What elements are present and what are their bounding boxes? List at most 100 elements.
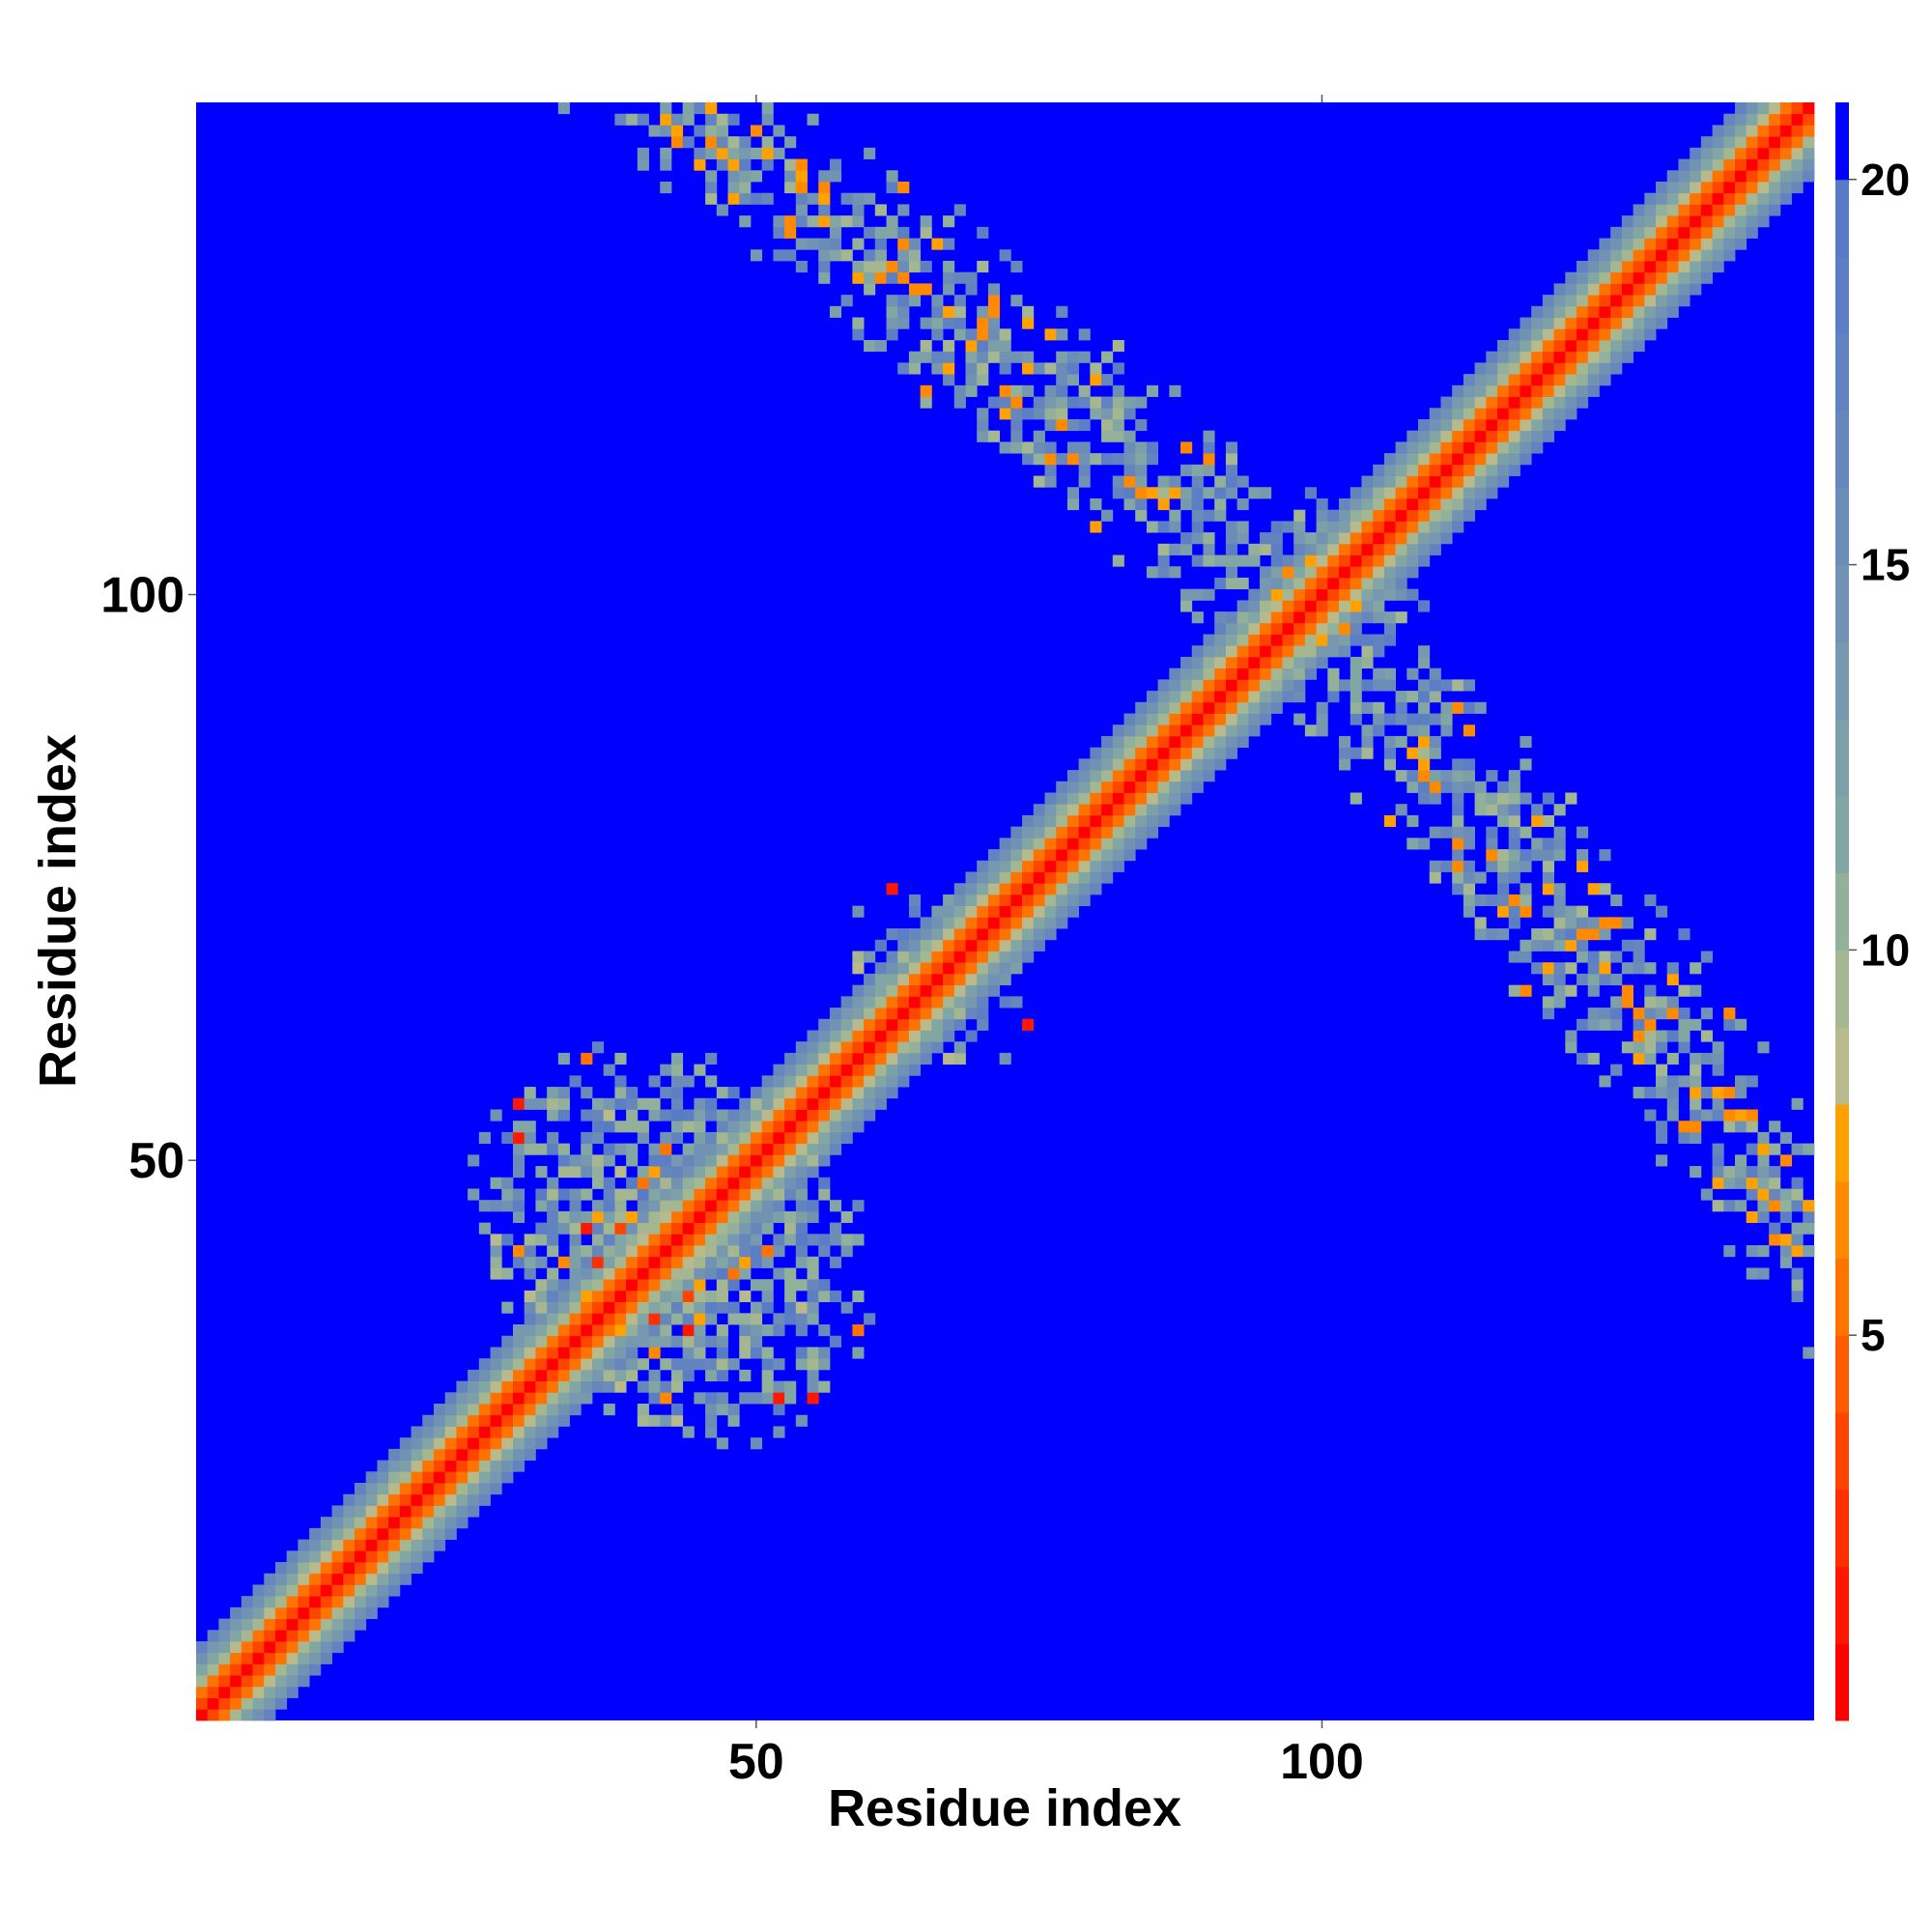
heatmap-cell [1304, 532, 1318, 545]
heatmap-cell [1022, 1018, 1035, 1031]
heatmap-cell [716, 1358, 728, 1371]
heatmap-cell [784, 158, 797, 171]
heatmap-cell [1474, 396, 1487, 409]
heatmap-cell [490, 1448, 502, 1461]
heatmap-cell [795, 1143, 808, 1155]
heatmap-cell [1779, 147, 1792, 159]
heatmap-cell [626, 1234, 639, 1246]
heatmap-cell [1135, 758, 1148, 771]
heatmap-cell [1350, 497, 1362, 511]
heatmap-cell [512, 1460, 526, 1472]
heatmap-cell [1463, 701, 1475, 714]
heatmap-cell [286, 1618, 298, 1631]
heatmap-cell [388, 1471, 401, 1484]
heatmap-cell [1395, 441, 1407, 454]
heatmap-cell [1056, 894, 1068, 907]
heatmap-cell [750, 1109, 763, 1122]
heatmap-cell [1373, 600, 1385, 612]
heatmap-cell [1757, 1267, 1770, 1280]
heatmap-cell [603, 1177, 615, 1189]
heatmap-cell [897, 204, 910, 216]
heatmap-cell [1769, 1200, 1781, 1212]
heatmap-cell [309, 1630, 322, 1642]
heatmap-cell [1056, 826, 1068, 838]
heatmap-cell [512, 1131, 526, 1145]
heatmap-cell [1180, 588, 1193, 601]
heatmap-cell [1260, 566, 1272, 579]
heatmap-cell [569, 1279, 582, 1292]
heatmap-cell [264, 1584, 276, 1597]
colorbar-segment [1835, 1258, 1849, 1336]
heatmap-cell [309, 1573, 322, 1585]
heatmap-cell [1735, 192, 1747, 205]
heatmap-cell [1700, 170, 1713, 183]
heatmap-cell [886, 226, 898, 239]
heatmap-cell [1474, 701, 1487, 714]
heatmap-cell [468, 1369, 480, 1381]
heatmap-cell [1112, 747, 1124, 759]
heatmap-cell [569, 1290, 582, 1303]
heatmap-cell [670, 1313, 684, 1325]
heatmap-cell [1553, 295, 1566, 307]
heatmap-cell [1236, 622, 1249, 635]
heatmap-cell [1746, 215, 1758, 228]
heatmap-cell [660, 147, 672, 159]
heatmap-cell [637, 1177, 649, 1189]
heatmap-cell [999, 973, 1011, 986]
heatmap-cell [920, 939, 932, 952]
heatmap-cell [1565, 351, 1577, 363]
heatmap-cell [614, 1369, 627, 1381]
heatmap-cell [207, 1630, 219, 1642]
heatmap-cell [1633, 215, 1645, 228]
heatmap-cell [716, 1290, 728, 1303]
heatmap-cell [1180, 464, 1193, 476]
heatmap-cell [1236, 521, 1249, 533]
heatmap-cell [1203, 713, 1215, 725]
heatmap-cell [965, 374, 978, 386]
heatmap-cell [1236, 600, 1249, 612]
heatmap-cell [1146, 781, 1159, 793]
heatmap-cell [1678, 204, 1690, 216]
heatmap-cell [1056, 871, 1068, 884]
heatmap-cell [490, 1483, 502, 1495]
heatmap-cell [1191, 497, 1204, 511]
heatmap-cell [1769, 158, 1781, 171]
heatmap-cell [1225, 453, 1238, 466]
heatmap-cell [886, 328, 898, 341]
heatmap-cell [784, 1075, 797, 1088]
heatmap-cell [547, 1414, 559, 1427]
heatmap-cell [524, 1448, 536, 1461]
heatmap-cell [637, 1166, 649, 1179]
heatmap-cell [694, 1267, 706, 1280]
heatmap-cell [931, 1008, 944, 1020]
heatmap-cell [1180, 758, 1193, 771]
heatmap-cell [603, 1064, 615, 1076]
heatmap-cell [773, 1358, 785, 1371]
heatmap-cell [1599, 305, 1611, 318]
heatmap-cell [694, 125, 706, 137]
heatmap-cell [1214, 475, 1227, 488]
heatmap-cell [1520, 984, 1532, 997]
heatmap-cell [920, 226, 932, 239]
heatmap-cell [1542, 996, 1554, 1009]
heatmap-cell [1666, 226, 1679, 239]
heatmap-cell [1644, 962, 1657, 975]
heatmap-cell [1123, 408, 1136, 420]
heatmap-cell [1225, 611, 1238, 624]
heatmap-cell [354, 1527, 367, 1540]
heatmap-cell [626, 1245, 639, 1258]
heatmap-cell [694, 102, 706, 115]
heatmap-cell [761, 102, 774, 115]
heatmap-cell [795, 1279, 808, 1292]
heatmap-cell [660, 1177, 672, 1189]
heatmap-cell [1440, 464, 1453, 476]
heatmap-cell [750, 1222, 763, 1235]
heatmap-cell [1293, 577, 1306, 590]
heatmap-cell [750, 1087, 763, 1099]
heatmap-cell [818, 1347, 831, 1359]
heatmap-cell [840, 1018, 853, 1031]
heatmap-cell [637, 1358, 649, 1371]
heatmap-cell [1779, 1131, 1792, 1145]
heatmap-cell [943, 905, 955, 918]
heatmap-cell [1678, 170, 1690, 183]
